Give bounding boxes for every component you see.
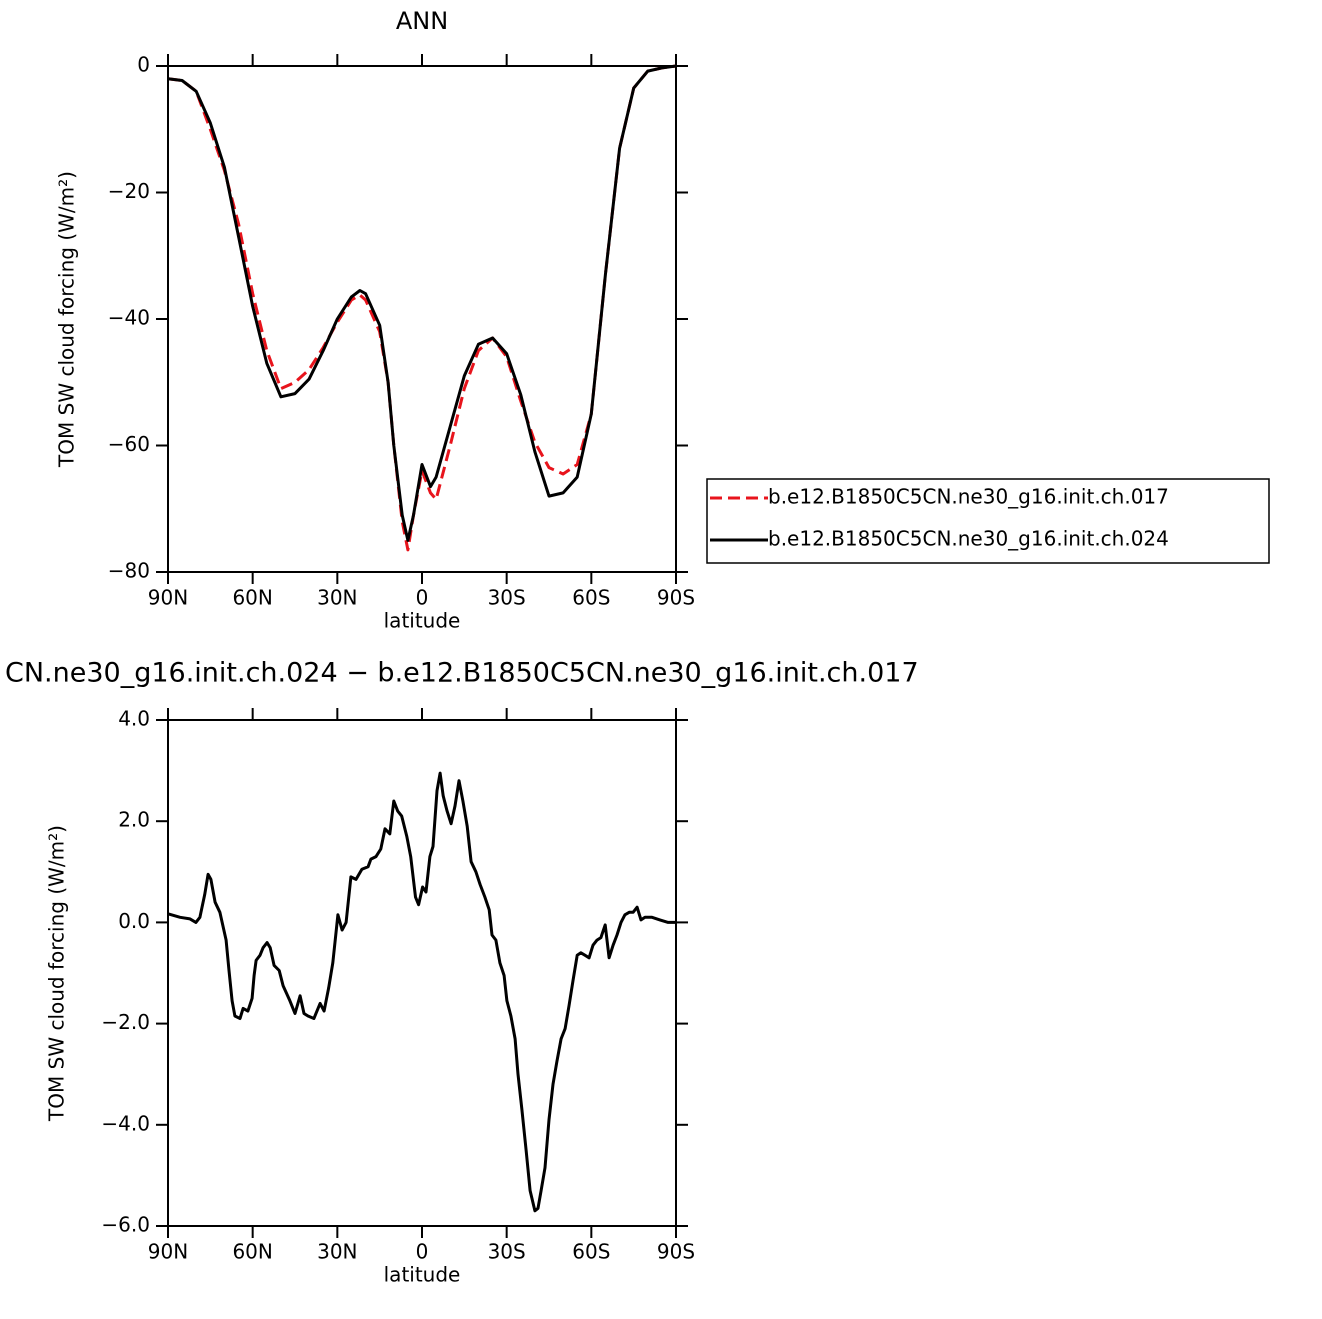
x-tick-label: 0 [416,1240,429,1264]
y-axis-label: TOM SW cloud forcing (W/m²) [45,825,69,1122]
y-tick-label: −20 [108,179,150,203]
line-series [167,64,677,542]
legend-label: b.e12.B1850C5CN.ne30_g16.init.ch.024 [768,527,1169,551]
plot-frame [167,65,677,573]
x-tick-label: 0 [416,586,429,610]
y-tick-label: −4.0 [101,1111,150,1135]
chart-title: CN.ne30_g16.init.ch.024 − b.e12.B1850C5C… [5,658,919,689]
y-tick-label: −60 [108,432,150,456]
x-tick-label: 30N [317,586,357,610]
y-tick-label: 2.0 [118,808,150,832]
y-tick-label: −40 [108,306,150,330]
line-series [167,64,677,552]
x-tick-label: 60N [232,1240,272,1264]
x-tick-label: 60N [232,586,272,610]
y-tick-label: −6.0 [101,1213,150,1237]
x-tick-label: 60S [572,1240,610,1264]
x-tick-label: 90N [148,586,188,610]
x-tick-label: 30S [488,586,526,610]
x-tick-label: 30S [488,1240,526,1264]
x-tick-label: 90S [657,1240,695,1264]
x-tick-label: 90S [657,586,695,610]
x-tick-label: 90N [148,1240,188,1264]
legend: b.e12.B1850C5CN.ne30_g16.init.ch.017 b.e1… [706,478,1270,564]
legend-label: b.e12.B1850C5CN.ne30_g16.init.ch.017 [768,485,1169,509]
x-tick-label: 30N [317,1240,357,1264]
y-tick-label: −2.0 [101,1010,150,1034]
legend-box [706,478,1270,564]
x-axis-label: latitude [384,609,461,633]
chart-title: ANN [396,7,448,35]
y-tick-label: −80 [108,559,150,583]
x-tick-label: 60S [572,586,610,610]
line-series [167,771,676,1213]
plot-frame [167,719,677,1227]
y-tick-label: 4.0 [118,707,150,731]
y-tick-label: 0.0 [118,909,150,933]
x-axis-label: latitude [384,1263,461,1287]
y-tick-label: 0 [137,53,150,77]
y-axis-label: TOM SW cloud forcing (W/m²) [55,171,79,468]
